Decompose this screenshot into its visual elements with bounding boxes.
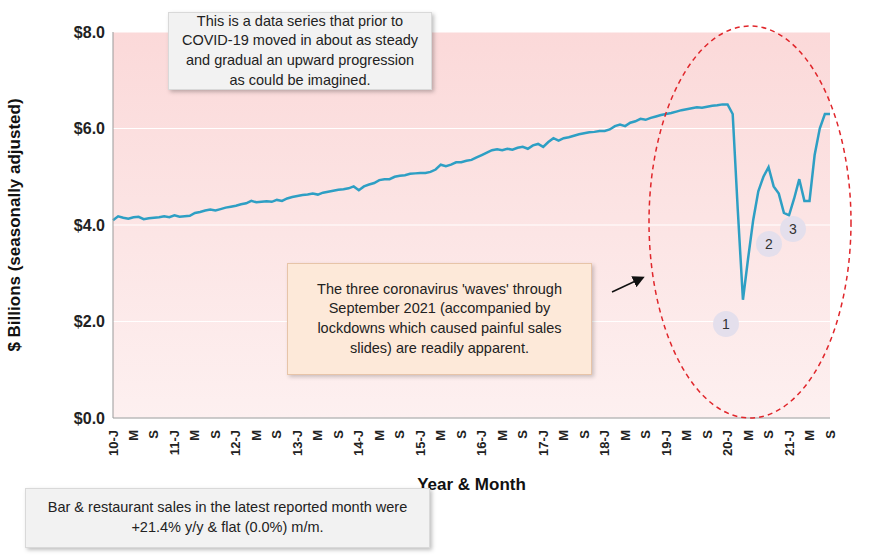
svg-text:M: M bbox=[126, 430, 141, 441]
html-text:This is a data series that pri: This is a data series that prior to COVI… bbox=[181, 12, 419, 88]
svg-text:S: S bbox=[392, 430, 407, 439]
svg-text:M: M bbox=[187, 430, 202, 441]
svg-text:S: S bbox=[269, 430, 284, 439]
svg-text:M: M bbox=[249, 430, 264, 441]
svg-text:S: S bbox=[823, 430, 838, 439]
svg-text:M: M bbox=[679, 430, 694, 441]
svg-text:13-J: 13-J bbox=[290, 430, 305, 456]
svg-text:S: S bbox=[146, 430, 161, 439]
svg-text:21-J: 21-J bbox=[782, 430, 797, 456]
svg-text:$6.0: $6.0 bbox=[74, 120, 105, 137]
svg-text:$8.0: $8.0 bbox=[74, 24, 105, 41]
svg-text:S: S bbox=[454, 430, 469, 439]
svg-text:2: 2 bbox=[765, 236, 773, 252]
svg-text:1: 1 bbox=[722, 316, 730, 332]
svg-text:M: M bbox=[495, 430, 510, 441]
svg-text:17-J: 17-J bbox=[536, 430, 551, 456]
html-text:The three coronavirus 'waves': The three coronavirus 'waves' through Se… bbox=[317, 280, 562, 356]
svg-text:15-J: 15-J bbox=[413, 430, 428, 456]
svg-text:S: S bbox=[208, 430, 223, 439]
svg-text:M: M bbox=[556, 430, 571, 441]
svg-text:S: S bbox=[515, 430, 530, 439]
svg-text:M: M bbox=[310, 430, 325, 441]
svg-text:S: S bbox=[331, 430, 346, 439]
svg-text:M: M bbox=[618, 430, 633, 441]
svg-text:$4.0: $4.0 bbox=[74, 217, 105, 234]
html-text:Bar & restaurant sales in the: Bar & restaurant sales in the latest rep… bbox=[47, 499, 408, 535]
svg-text:3: 3 bbox=[789, 221, 797, 237]
svg-text:S: S bbox=[761, 430, 776, 439]
svg-text:$ Billions (seasonally adjuste: $ Billions (seasonally adjusted) bbox=[8, 98, 24, 351]
svg-text:$2.0: $2.0 bbox=[74, 313, 105, 330]
svg-text:16-J: 16-J bbox=[474, 430, 489, 456]
svg-text:11-J: 11-J bbox=[167, 430, 182, 455]
svg-text:M: M bbox=[433, 430, 448, 441]
svg-text:S: S bbox=[700, 430, 715, 439]
svg-text:19-J: 19-J bbox=[659, 430, 674, 456]
svg-text:10-J: 10-J bbox=[106, 430, 121, 456]
svg-text:20-J: 20-J bbox=[720, 430, 735, 456]
svg-text:18-J: 18-J bbox=[597, 430, 612, 456]
svg-text:M: M bbox=[741, 430, 756, 441]
svg-text:S: S bbox=[577, 430, 592, 439]
svg-text:S: S bbox=[638, 430, 653, 439]
svg-text:M: M bbox=[372, 430, 387, 441]
svg-text:12-J: 12-J bbox=[228, 430, 243, 456]
svg-text:Year & Month: Year & Month bbox=[417, 475, 526, 494]
svg-text:M: M bbox=[802, 430, 817, 441]
svg-text:14-J: 14-J bbox=[351, 430, 366, 456]
svg-text:$0.0: $0.0 bbox=[74, 410, 105, 427]
